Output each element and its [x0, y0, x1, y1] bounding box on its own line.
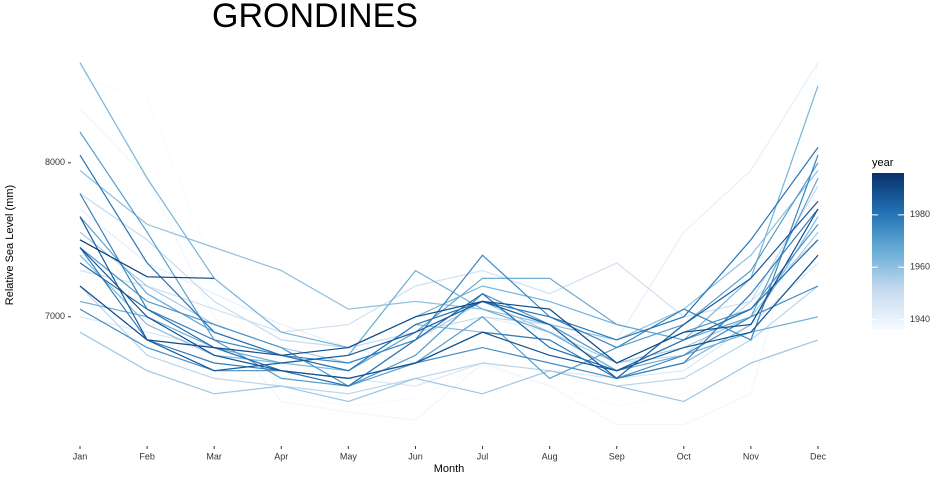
- series-line: [79, 208, 819, 380]
- colorbar-label: 1940: [910, 314, 930, 324]
- series-line: [79, 239, 215, 279]
- y-tick-label: 8000: [45, 157, 65, 167]
- x-tick-label: Jul: [477, 451, 489, 461]
- series-line: [79, 285, 819, 395]
- colorbar: [872, 173, 904, 330]
- series-line: [79, 62, 819, 407]
- series-line: [79, 131, 819, 387]
- x-tick-label: Aug: [542, 451, 558, 461]
- x-axis-title: Month: [434, 463, 465, 475]
- x-tick-label: May: [340, 451, 358, 461]
- y-tick-label: 7000: [45, 311, 65, 321]
- series-line: [79, 262, 819, 387]
- x-tick-label: Jun: [408, 451, 423, 461]
- series-line: [79, 108, 819, 426]
- y-axis-title: Relative Sea Level (mm): [4, 185, 16, 305]
- colorbar-label: 1960: [910, 262, 930, 272]
- x-tick-label: Feb: [139, 451, 155, 461]
- x-tick-label: Nov: [743, 451, 760, 461]
- series-line: [79, 331, 819, 403]
- series-line: [79, 285, 819, 380]
- series-line: [79, 62, 819, 349]
- x-tick-label: Apr: [274, 451, 288, 461]
- chart-title: GRONDINES: [212, 0, 418, 35]
- series-line: [79, 231, 819, 364]
- x-tick-label: Jan: [73, 451, 88, 461]
- x-tick-label: Sep: [609, 451, 625, 461]
- legend-title: year: [872, 157, 894, 169]
- x-tick-label: Oct: [677, 451, 692, 461]
- colorbar-label: 1980: [910, 209, 930, 219]
- series-line: [79, 200, 819, 380]
- x-tick-label: Dec: [810, 451, 827, 461]
- series-line: [79, 154, 819, 364]
- x-tick-label: Mar: [206, 451, 222, 461]
- series-line: [79, 177, 819, 372]
- series-line: [79, 170, 819, 341]
- series-line: [79, 208, 819, 364]
- series-line: [79, 147, 819, 372]
- series-line: [79, 216, 819, 380]
- series-line: [79, 247, 819, 380]
